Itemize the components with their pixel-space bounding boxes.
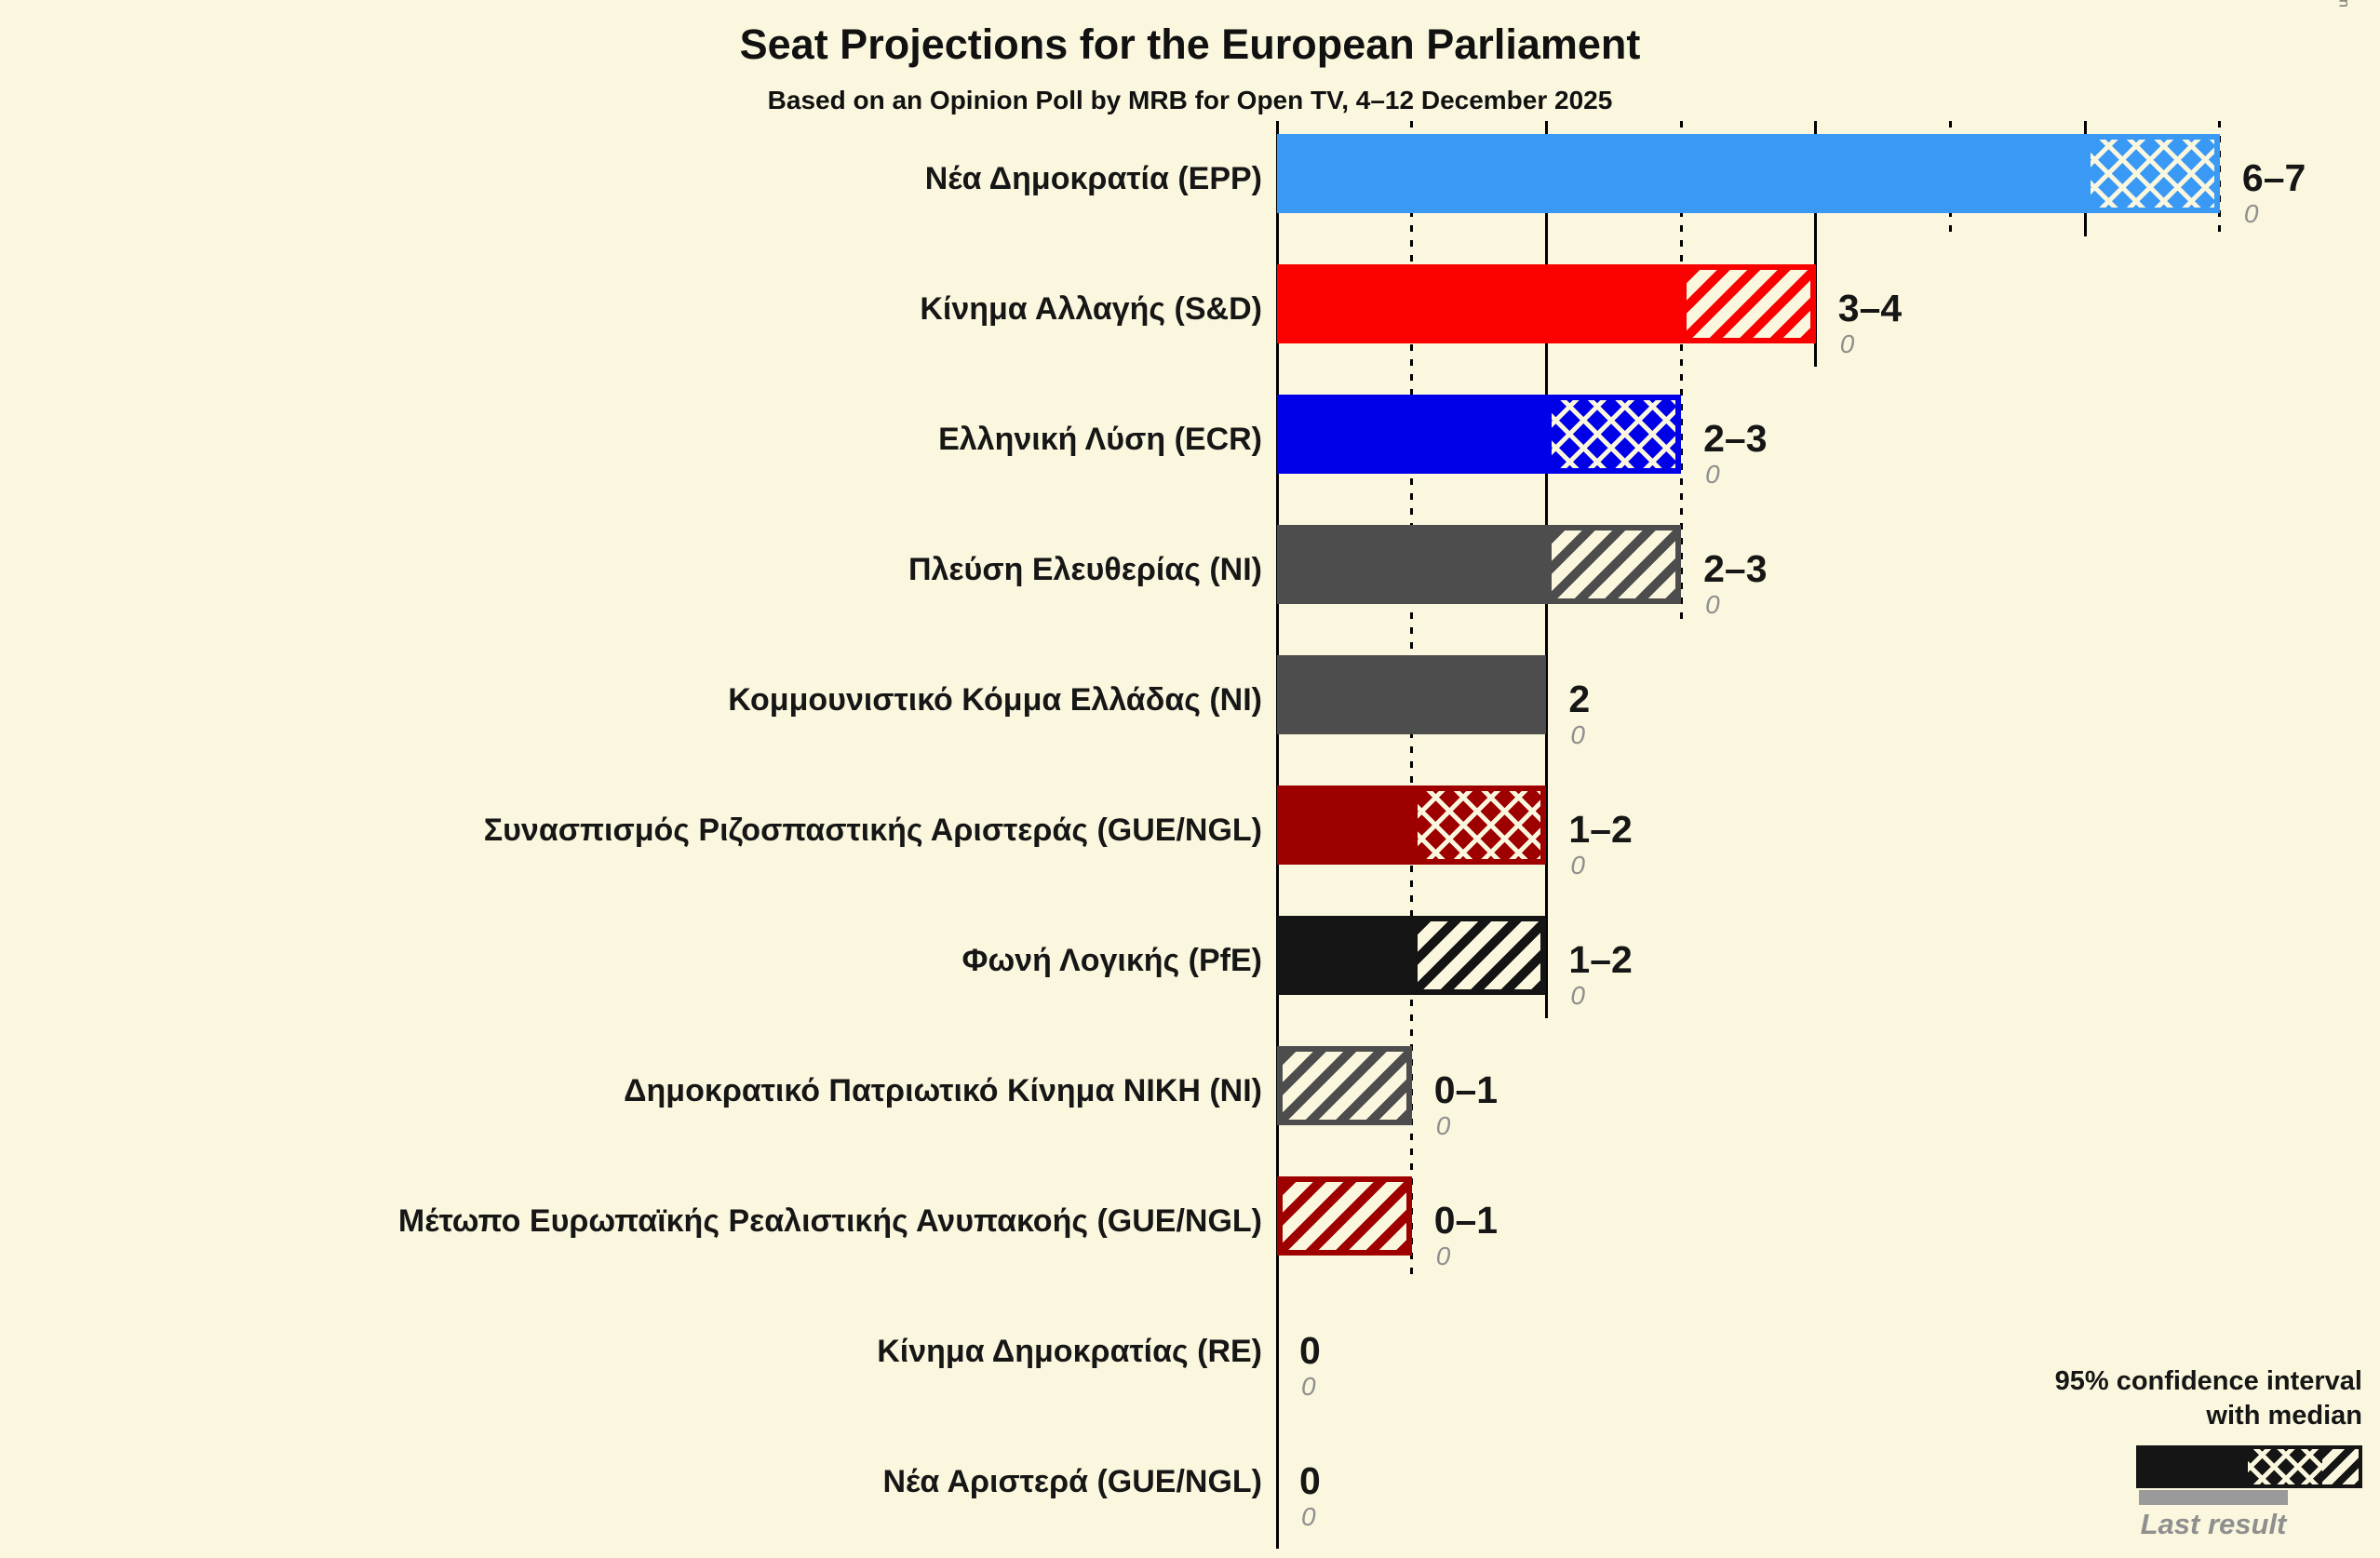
bar-diagonal-segment	[1546, 525, 1682, 604]
bar-solid-segment	[1277, 395, 1547, 474]
bar-solid-segment	[1277, 264, 1682, 343]
seat-bar	[1277, 916, 1547, 995]
party-label: Νέα Δημοκρατία (EPP)	[924, 161, 1262, 196]
bar-solid-segment	[1277, 134, 2086, 213]
party-label: Συνασπισμός Ριζοσπαστικής Αριστεράς (GUE…	[483, 813, 1262, 848]
legend-last-result-bar	[2139, 1490, 2288, 1505]
legend-confidence-line1: 95% confidence interval	[2054, 1366, 2362, 1396]
legend-confidence-label: 95% confidence interval with median	[1804, 1364, 2362, 1433]
gridline-dotted-3	[1679, 121, 1683, 627]
value-label: 0–1	[1433, 1199, 1499, 1242]
legend-sample-bar	[2136, 1445, 2362, 1488]
value-label: 0	[1299, 1329, 1321, 1372]
last-result-label: 0	[1839, 329, 1855, 358]
party-label: Μέτωπο Ευρωπαϊκής Ρεαλιστικής Ανυπακοής …	[397, 1203, 1262, 1239]
legend-solid-segment	[2140, 1449, 2248, 1484]
gridline-dotted-7	[2218, 121, 2222, 236]
bar-diagonal-segment	[1411, 916, 1547, 995]
bar-solid-segment	[1277, 655, 1547, 734]
party-label: Ελληνική Λύση (ECR)	[938, 422, 1262, 457]
last-result-label: 0	[1570, 851, 1585, 880]
last-result-label: 0	[1301, 1372, 1316, 1401]
seat-bar	[1277, 1046, 1412, 1125]
party-label: Πλεύση Ελευθερίας (NI)	[908, 552, 1262, 587]
last-result-label: 0	[1570, 720, 1585, 749]
chart-subtitle: Based on an Opinion Poll by MRB for Open…	[767, 86, 1613, 114]
seat-bar	[1277, 134, 2220, 213]
legend-crosshatch-segment	[2248, 1449, 2322, 1484]
value-label: 0	[1299, 1459, 1321, 1502]
value-label: 6–7	[2241, 156, 2306, 199]
value-label: 0–1	[1433, 1068, 1499, 1111]
legend-confidence-line2: with median	[2206, 1401, 2362, 1430]
bar-crosshatch-segment	[2085, 134, 2220, 213]
seat-bar	[1277, 525, 1682, 604]
seat-bar	[1277, 655, 1547, 734]
value-label: 2–3	[1703, 547, 1768, 590]
last-result-label: 0	[1570, 981, 1585, 1010]
value-label: 1–2	[1568, 808, 1633, 851]
last-result-label: 0	[2243, 199, 2259, 228]
value-label: 3–4	[1837, 287, 1903, 329]
gridline-solid-4	[1814, 121, 1818, 367]
seat-bar	[1277, 264, 1816, 343]
bar-solid-segment	[1277, 525, 1547, 604]
legend-last-result-label: Last result	[2140, 1508, 2287, 1540]
copyright-note: © 2025 Filip van Laenen	[2335, 0, 2352, 7]
party-label: Κομμουνιστικό Κόμμα Ελλάδας (NI)	[728, 682, 1262, 718]
bar-crosshatch-segment	[1546, 395, 1682, 474]
bar-solid-segment	[1277, 916, 1412, 995]
seat-bar	[1277, 395, 1682, 474]
party-label: Κίνημα Δημοκρατίας (RE)	[877, 1334, 1262, 1369]
last-result-label: 0	[1435, 1111, 1451, 1140]
party-label: Κίνημα Αλλαγής (S&D)	[920, 291, 1262, 327]
seat-bar	[1277, 786, 1547, 865]
bar-crosshatch-segment	[1411, 786, 1547, 865]
value-label: 2	[1568, 678, 1591, 720]
bar-solid-segment	[1277, 786, 1412, 865]
bar-diagonal-segment	[1277, 1176, 1412, 1256]
party-label: Νέα Αριστερά (GUE/NGL)	[882, 1464, 1262, 1499]
bar-diagonal-segment	[1681, 264, 1816, 343]
last-result-label: 0	[1705, 590, 1720, 619]
chart-title: Seat Projections for the European Parlia…	[739, 20, 1641, 68]
party-label: Δημοκρατικό Πατριωτικό Κίνημα ΝΙΚΗ (NI)	[624, 1073, 1262, 1108]
last-result-label: 0	[1435, 1242, 1451, 1270]
seat-bar	[1277, 1176, 1412, 1256]
bar-diagonal-segment	[1277, 1046, 1412, 1125]
last-result-label: 0	[1301, 1502, 1316, 1531]
legend-diagonal-segment	[2322, 1449, 2359, 1484]
value-label: 1–2	[1568, 938, 1633, 981]
party-label: Φωνή Λογικής (PfE)	[961, 943, 1262, 978]
last-result-label: 0	[1705, 460, 1720, 489]
value-label: 2–3	[1703, 417, 1768, 460]
